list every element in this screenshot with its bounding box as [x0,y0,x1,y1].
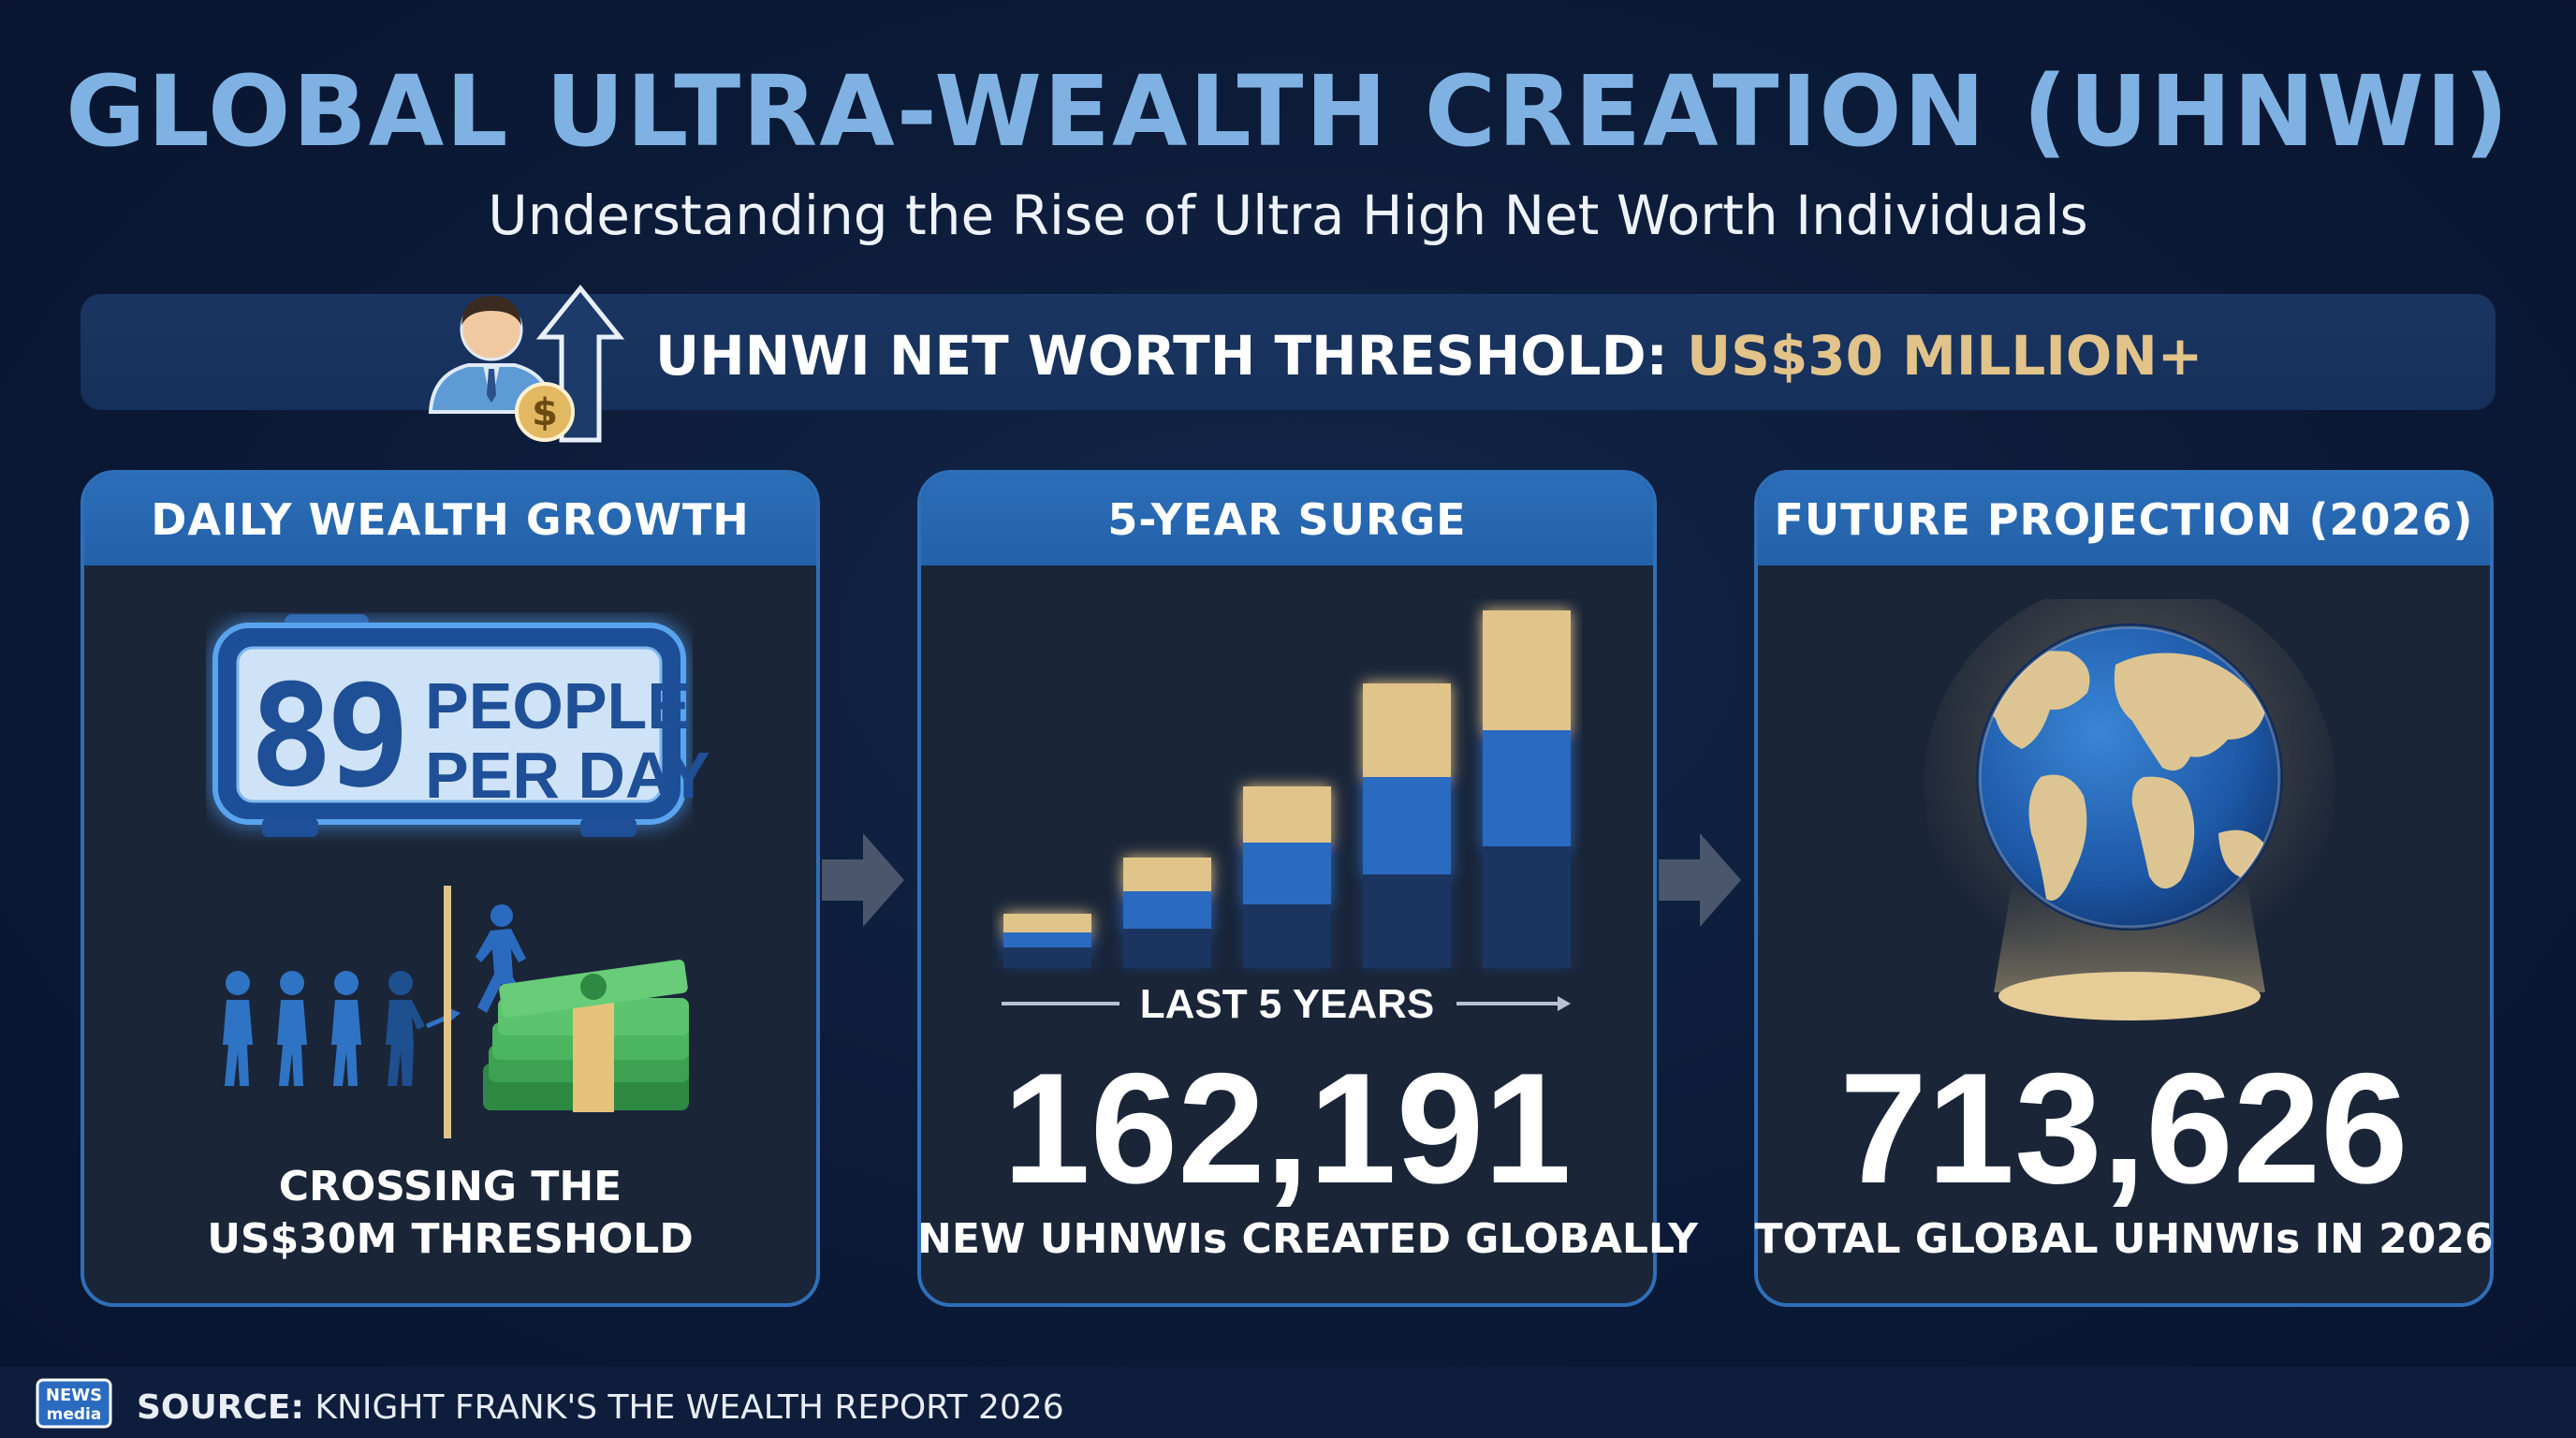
panel1-caption-line1: CROSSING THE [278,1163,622,1211]
threshold-text: UHNWI NET WORTH THRESHOLD: US$30 MILLION… [655,318,2203,393]
bar-chart-graphic [1003,610,1571,968]
businessman-dollar-arrow-icon: $ [428,285,625,443]
timeline-arrow-icon [1002,996,1571,1011]
svg-text:$: $ [532,391,558,434]
total-uhnwi-2026: 713,626 [1839,1040,2408,1216]
new-uhnwi-count: 162,191 [1003,1040,1572,1216]
panel-title: FUTURE PROJECTION (2026) [1758,474,2490,565]
clock-number: 89 [249,655,411,818]
panel3-caption: TOTAL GLOBAL UHNWIs IN 2026 [1754,1215,2494,1263]
arrow-right-icon [1659,833,1741,927]
bar-1 [1003,914,1091,968]
clock-text-line1: PEOPLE [425,669,691,742]
panel1-caption-line2: US$30M THRESHOLD [207,1215,694,1263]
source-citation: SOURCE: KNIGHT FRANK'S THE WEALTH REPORT… [137,1382,1064,1434]
logo-line1: NEWS [46,1386,102,1405]
source-text: KNIGHT FRANK'S THE WEALTH REPORT 2026 [303,1388,1064,1427]
news-media-logo: NEWS media [36,1378,112,1429]
panel-title: DAILY WEALTH GROWTH [84,474,816,565]
timeline-label: LAST 5 YEARS [1139,981,1435,1027]
bar-5 [1483,610,1571,968]
bar-4 [1363,683,1451,968]
clock-text-line2: PER DAY [425,739,710,812]
panel-daily-wealth-growth: DAILY WEALTH GROWTH [80,470,820,1307]
panel-title: 5-YEAR SURGE [921,474,1653,565]
digital-clock-icon [212,614,686,837]
page-subtitle: Understanding the Rise of Ultra High Net… [488,183,2088,247]
logo-line2: media [47,1405,102,1424]
panel2-caption: NEW UHNWIs CREATED GLOBALLY [917,1215,1698,1263]
threshold-value: US$30 MILLION+ [1686,324,2203,388]
source-label: SOURCE: [137,1388,304,1427]
globe-icon [1924,599,2335,1020]
footer-bar [0,1367,2576,1438]
bar-2 [1123,858,1211,968]
threshold-label: UHNWI NET WORTH THRESHOLD: [655,324,1687,388]
people-crossing-threshold-icon [223,886,689,1138]
arrow-right-icon [822,833,904,927]
bar-3 [1243,786,1331,968]
page-title: GLOBAL ULTRA-WEALTH CREATION (UHNWI) [66,54,2510,169]
